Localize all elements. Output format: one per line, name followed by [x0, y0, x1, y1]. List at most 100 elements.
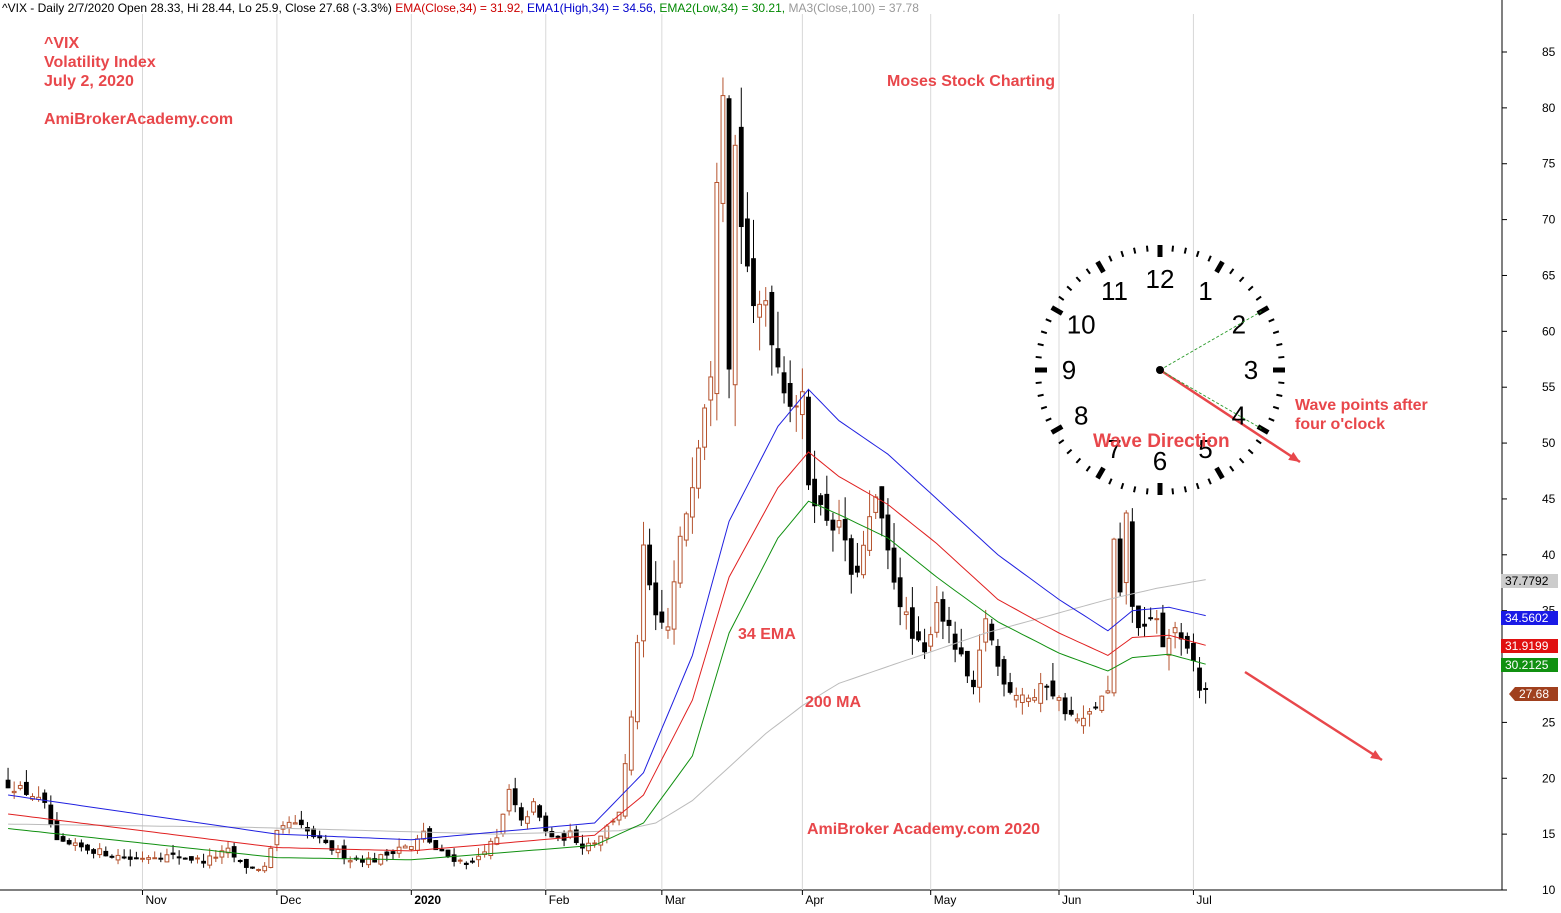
- candle-body-down: [561, 833, 567, 841]
- price-tag-box: [1501, 611, 1558, 625]
- candle-body-up: [286, 821, 292, 829]
- price-tag-box: [1501, 639, 1558, 653]
- candle-body-up: [708, 376, 714, 401]
- candle-body-down: [824, 493, 830, 521]
- candle-body-up: [1019, 694, 1025, 704]
- clock-minute-tick: [1183, 486, 1187, 493]
- header-ema1: EMA1(High,34) = 34.56,: [526, 1, 657, 15]
- price-tag-label: 27.68: [1519, 687, 1549, 701]
- candle-body-down: [23, 781, 29, 795]
- candle-body-down: [940, 599, 946, 622]
- candle-body-down: [201, 860, 206, 864]
- candle-body-down: [360, 859, 365, 863]
- clock-minute-tick: [1133, 247, 1137, 254]
- ema-label: 34 EMA: [738, 626, 796, 643]
- candle-body-down: [787, 383, 793, 407]
- candle-body-up: [17, 784, 23, 789]
- candle-body-up: [347, 860, 353, 863]
- candle-body-up: [164, 854, 170, 863]
- price-tag-label: 34.5602: [1505, 611, 1549, 625]
- candle-body-up: [677, 535, 683, 584]
- candle-body-up: [592, 842, 598, 845]
- candle-body-down: [726, 98, 732, 370]
- x-tick-label: 2020: [414, 893, 441, 907]
- clock-minute-tick: [1085, 268, 1091, 275]
- candle-body-down: [78, 842, 84, 848]
- candle-body-down: [250, 866, 255, 869]
- clock-minute-tick: [1037, 343, 1044, 347]
- candle-body-up: [72, 842, 78, 846]
- candle-body-up: [903, 611, 909, 616]
- trend-arrows: [1159, 368, 1383, 762]
- x-tick-label: Mar: [665, 893, 686, 907]
- clock-minute-tick: [1058, 439, 1065, 445]
- candle-body-up: [1099, 695, 1105, 711]
- candle-body-down: [543, 815, 549, 832]
- clock-hour-tick: [1214, 260, 1225, 274]
- y-tick-label: 40: [1542, 548, 1556, 562]
- candle-body-down: [427, 828, 433, 843]
- candle-body-down: [1136, 605, 1141, 629]
- candle-body-up: [494, 837, 500, 845]
- candle-body-up: [867, 516, 872, 551]
- candle-body-down: [1160, 612, 1166, 648]
- clock-minute-tick: [1108, 478, 1113, 485]
- candle-body-up: [225, 847, 231, 854]
- site-label: AmiBroker­Academy.com: [44, 111, 234, 128]
- candle-body-down: [744, 218, 750, 267]
- y-tick-label: 15: [1542, 827, 1556, 841]
- candle-body-down: [237, 859, 243, 862]
- candle-body-down: [555, 835, 561, 838]
- candle-body-down: [1184, 635, 1190, 649]
- candle-body-down: [775, 348, 781, 368]
- candle-body-up: [1026, 697, 1031, 703]
- candle-body-down: [188, 856, 194, 861]
- candle-body-up: [268, 847, 274, 868]
- wave-direction-label: Wave Direction: [1093, 431, 1230, 452]
- candle-body-down: [439, 848, 445, 852]
- clock-minute-tick: [1171, 245, 1175, 252]
- candle-body-down: [549, 831, 555, 838]
- y-tick-label: 70: [1542, 213, 1556, 227]
- wave-direction-arrow: [1159, 368, 1301, 464]
- clock-minute-tick: [1045, 417, 1052, 422]
- header-ema2: EMA2(Low,34) = 30.21,: [659, 1, 786, 15]
- candle-body-up: [720, 95, 726, 204]
- candle-body-down: [1148, 617, 1154, 620]
- candle-body-up: [11, 790, 17, 794]
- candle-body-up: [1013, 694, 1019, 701]
- candle-body-up: [207, 855, 213, 866]
- candle-body-up: [262, 865, 268, 872]
- x-tick-label: Apr: [805, 893, 824, 907]
- candle-body-down: [751, 258, 756, 307]
- candle-body-down: [958, 647, 964, 655]
- candle-body-down: [463, 862, 469, 865]
- price-tags: 37.7792 34.5602 31.9199 30.2125 27.68: [1501, 574, 1558, 701]
- clock-minute-tick: [1037, 393, 1044, 397]
- clock-number: 6: [1153, 446, 1167, 476]
- ma-label: 200 MA: [805, 694, 862, 711]
- x-tick-label: Nov: [145, 893, 166, 907]
- clock-minute-tick: [1272, 330, 1280, 335]
- candle-body-down: [470, 860, 475, 863]
- clock-minute-tick: [1171, 488, 1175, 495]
- candle-body-down: [158, 857, 164, 860]
- clock-number: 7: [1107, 434, 1121, 464]
- candle-body-up: [506, 788, 512, 812]
- candle-body-up: [1111, 538, 1117, 694]
- x-axis: Nov Dec 2020 Feb Mar Apr May Jun Jul: [141, 890, 1212, 907]
- candle-body-up: [256, 868, 261, 871]
- clock-minute-tick: [1183, 247, 1187, 254]
- candle-body-up: [696, 447, 701, 489]
- candle-body-down: [48, 804, 54, 826]
- indicator-lines: [8, 388, 1206, 861]
- candle-body-down: [647, 544, 653, 586]
- candle-body-down: [85, 844, 90, 851]
- clock-minute-tick: [1195, 250, 1200, 258]
- candle-body-down: [995, 645, 1001, 667]
- y-tick-label: 10: [1542, 883, 1556, 897]
- clock-minute-tick: [1040, 405, 1048, 410]
- candle-body-up: [195, 857, 200, 860]
- candle-body-up: [115, 854, 121, 861]
- candle-body-down: [537, 805, 543, 818]
